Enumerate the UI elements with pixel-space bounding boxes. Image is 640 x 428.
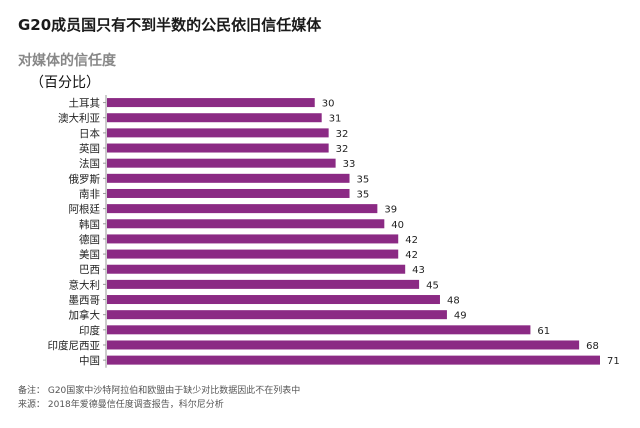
value-label: 40 <box>391 220 404 231</box>
bar <box>107 310 447 320</box>
value-label: 61 <box>537 326 550 337</box>
value-label: 31 <box>329 114 342 125</box>
chart-subtitle: 对媒体的信任度 <box>18 53 116 69</box>
bar <box>107 325 531 335</box>
category-label: 加拿大 <box>69 309 101 322</box>
value-label: 39 <box>384 205 397 216</box>
bar <box>107 173 350 183</box>
value-label: 32 <box>336 129 349 140</box>
value-label: 68 <box>586 341 599 352</box>
chart-headline: G20成员国只有不到半数的公民依旧信任媒体 <box>18 16 322 34</box>
category-label: 巴西 <box>79 264 100 276</box>
category-label: 印度尼西亚 <box>48 339 101 352</box>
category-label: 意大利 <box>69 278 101 291</box>
category-label: 阿根廷 <box>69 203 101 216</box>
category-label: 中国 <box>79 354 100 367</box>
bar <box>107 295 440 305</box>
value-label: 42 <box>405 235 418 246</box>
bar <box>107 264 406 274</box>
bar <box>107 279 420 289</box>
bar <box>107 340 580 350</box>
value-label: 45 <box>426 280 439 291</box>
value-label: 33 <box>343 159 356 170</box>
value-label: 35 <box>357 189 370 200</box>
value-label: 43 <box>412 265 425 276</box>
value-label: 49 <box>454 311 467 322</box>
category-label: 墨西哥 <box>69 295 101 307</box>
category-label: 韩国 <box>79 218 100 231</box>
bar <box>107 204 378 214</box>
footnote-note: 备注： G20国家中沙特阿拉伯和欧盟由于缺少对比数据因此不在列表中 <box>18 386 301 396</box>
bar <box>107 219 385 229</box>
footnote-source: 来源： 2018年爱德曼信任度调查报告，科尔尼分析 <box>18 400 224 410</box>
bar <box>107 98 315 108</box>
value-label: 30 <box>322 99 335 110</box>
category-label: 澳大利亚 <box>58 112 100 125</box>
category-label: 法国 <box>79 157 100 170</box>
category-label: 土耳其 <box>69 97 101 110</box>
value-label: 71 <box>607 356 620 367</box>
value-label: 42 <box>405 250 418 261</box>
value-label: 35 <box>357 174 370 185</box>
bar <box>107 355 600 365</box>
unit-label: （百分比） <box>30 75 100 91</box>
category-label: 美国 <box>79 248 100 261</box>
value-label: 32 <box>336 144 349 155</box>
category-label: 德国 <box>79 233 100 246</box>
category-label: 日本 <box>79 127 100 140</box>
bar <box>107 249 399 259</box>
category-label: 南非 <box>79 187 100 200</box>
category-label: 俄罗斯 <box>69 172 101 185</box>
bar <box>107 234 399 244</box>
bar <box>107 143 329 153</box>
bar <box>107 158 336 168</box>
bar <box>107 188 350 198</box>
category-label: 英国 <box>79 142 100 155</box>
bar <box>107 113 322 123</box>
bar <box>107 128 329 138</box>
category-label: 印度 <box>79 324 100 337</box>
value-label: 48 <box>447 296 460 307</box>
